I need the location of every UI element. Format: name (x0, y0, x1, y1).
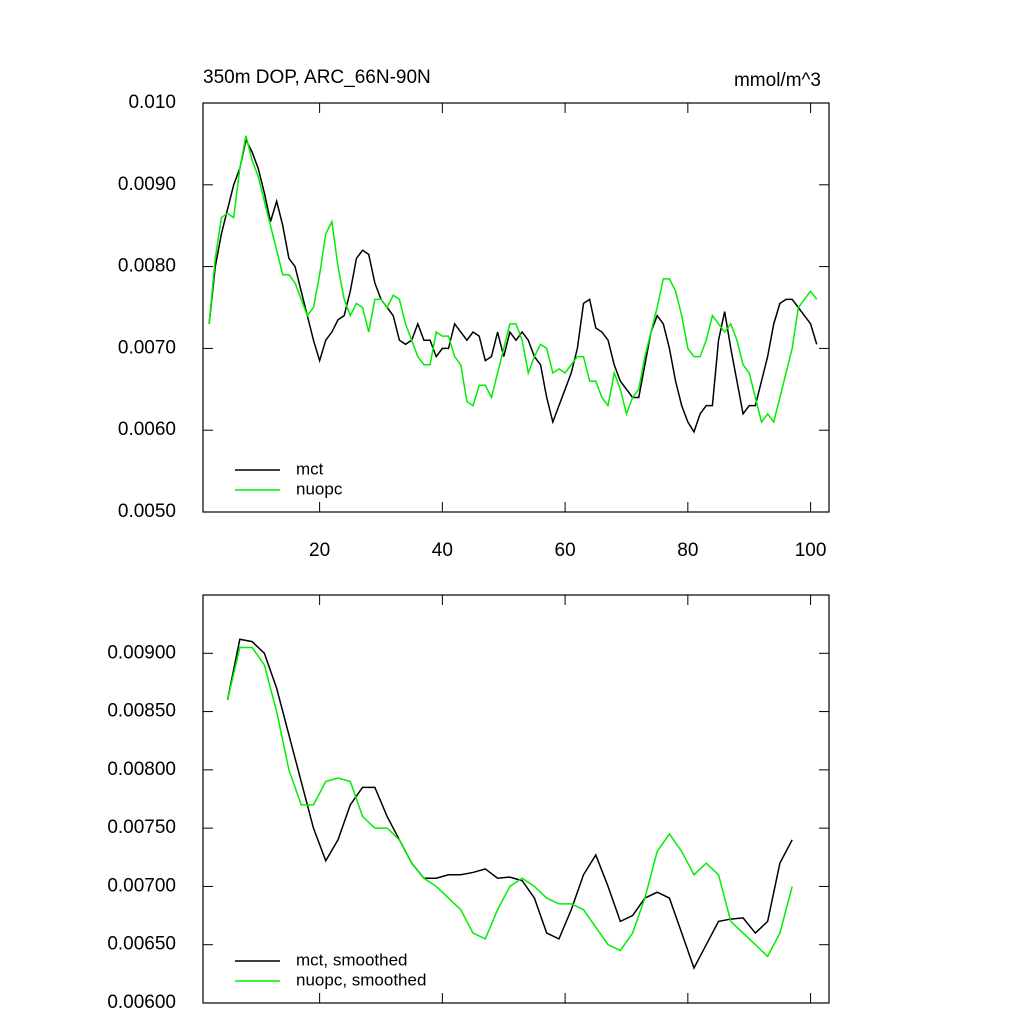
x-tick-label: 100 (795, 540, 827, 561)
y-tick-label: 0.00700 (107, 875, 176, 896)
y-tick-label: 0.00800 (107, 759, 176, 780)
y-tick-label: 0.0060 (118, 419, 176, 440)
legend-label: mct (296, 459, 324, 478)
y-tick-label: 0.00900 (107, 642, 176, 663)
y-tick-label: 0.0080 (118, 256, 176, 277)
y-tick-label: 0.0050 (118, 501, 176, 522)
y-tick-label: 0.0090 (118, 174, 176, 195)
y-tick-label: 0.00600 (107, 992, 176, 1013)
y-tick-label: 0.00650 (107, 934, 176, 955)
legend-label: nuopc, smoothed (296, 970, 426, 989)
chart-title: 350m DOP, ARC_66N-90N (203, 67, 431, 88)
x-tick-label: 20 (309, 540, 330, 561)
units-label: mmol/m^3 (734, 70, 821, 91)
legend-label: nuopc (296, 479, 343, 498)
y-tick-label: 0.0070 (118, 337, 176, 358)
data-line (226, 646, 793, 958)
plot-frame (202, 594, 830, 1004)
y-tick-label: 0.00750 (107, 817, 176, 838)
data-line (226, 638, 793, 970)
x-tick-label: 40 (432, 540, 453, 561)
legend-label: mct, smoothed (296, 950, 408, 969)
y-tick-label: 0.00850 (107, 701, 176, 722)
x-tick-label: 80 (677, 540, 698, 561)
data-line (208, 135, 818, 424)
plot-frame (202, 102, 830, 513)
x-tick-label: 60 (555, 540, 576, 561)
data-line (208, 137, 818, 434)
y-tick-label: 0.010 (128, 92, 176, 113)
